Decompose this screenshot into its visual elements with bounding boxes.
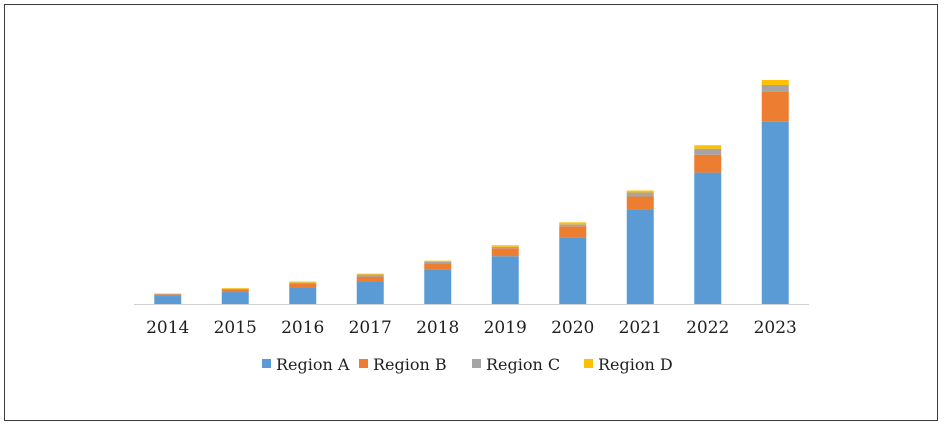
bar-region-b-2023 <box>761 91 789 122</box>
x-tick-label: 2023 <box>754 318 797 338</box>
bar-region-c-2020 <box>559 224 587 227</box>
bar-region-a-2023 <box>761 121 789 304</box>
legend-label: Region A <box>276 355 350 374</box>
x-tick-label: 2020 <box>551 318 594 338</box>
bar-region-b-2014 <box>154 294 182 297</box>
legend-swatch <box>472 359 481 368</box>
bar-region-b-2017 <box>356 276 384 282</box>
bar-region-a-2016 <box>289 287 317 304</box>
bar-region-a-2014 <box>154 296 182 304</box>
legend-label: Region D <box>598 355 673 374</box>
bar-region-a-2015 <box>221 292 249 304</box>
bar-region-d-2019 <box>491 245 519 247</box>
bar-region-d-2016 <box>289 281 317 283</box>
bar-region-c-2019 <box>491 246 519 249</box>
bar-region-c-2016 <box>289 282 317 284</box>
bar-region-c-2022 <box>694 148 722 155</box>
legend-label: Region C <box>486 355 560 374</box>
bar-region-d-2020 <box>559 222 587 225</box>
bar-region-b-2018 <box>424 263 452 270</box>
legend-item-region-d: Region D <box>584 355 673 374</box>
bar-region-c-2018 <box>424 261 452 264</box>
x-tick-label: 2022 <box>686 318 729 338</box>
x-tick-label: 2015 <box>214 318 257 338</box>
legend: Region A Region B Region C Region D <box>262 355 673 374</box>
legend-swatch <box>262 359 271 368</box>
bar-region-a-2018 <box>424 269 452 304</box>
legend-swatch <box>359 359 368 368</box>
bars-group <box>154 80 789 304</box>
bar-region-d-2017 <box>356 273 384 275</box>
x-tick-label: 2017 <box>349 318 392 338</box>
x-tick-label: 2021 <box>619 318 662 338</box>
bar-region-b-2015 <box>221 289 249 293</box>
x-tick-label: 2016 <box>281 318 324 338</box>
legend-item-region-c: Region C <box>472 355 560 374</box>
bar-region-b-2020 <box>559 226 587 238</box>
bar-region-a-2020 <box>559 237 587 304</box>
bar-region-a-2021 <box>626 209 654 304</box>
bar-region-c-2014 <box>154 294 182 295</box>
bar-region-c-2021 <box>626 192 654 197</box>
bar-region-b-2022 <box>694 154 722 173</box>
legend-swatch <box>584 359 593 368</box>
bar-region-c-2015 <box>221 288 249 290</box>
bar-region-d-2023 <box>761 80 789 85</box>
bar-region-d-2014 <box>154 293 182 295</box>
bar-region-b-2016 <box>289 283 317 288</box>
x-tick-labels: 2014 2015 2016 2017 2018 2019 2020 2021 2022 2023 <box>146 318 797 338</box>
bar-region-a-2019 <box>491 256 519 304</box>
bar-region-d-2018 <box>424 260 452 262</box>
bar-region-a-2017 <box>356 281 384 304</box>
x-tick-label: 2019 <box>484 318 527 338</box>
bar-region-c-2017 <box>356 274 384 277</box>
x-tick-label: 2018 <box>416 318 459 338</box>
x-tick-label: 2014 <box>146 318 189 338</box>
legend-label: Region B <box>373 355 447 374</box>
legend-item-region-a: Region A <box>262 355 350 374</box>
bar-region-d-2022 <box>694 145 722 149</box>
bar-region-d-2015 <box>221 288 249 289</box>
bar-region-d-2021 <box>626 190 654 193</box>
legend-item-region-b: Region B <box>359 355 447 374</box>
bar-region-c-2023 <box>761 84 789 92</box>
bar-region-b-2021 <box>626 196 654 210</box>
bar-region-a-2022 <box>694 172 722 304</box>
bar-region-b-2019 <box>491 248 519 257</box>
